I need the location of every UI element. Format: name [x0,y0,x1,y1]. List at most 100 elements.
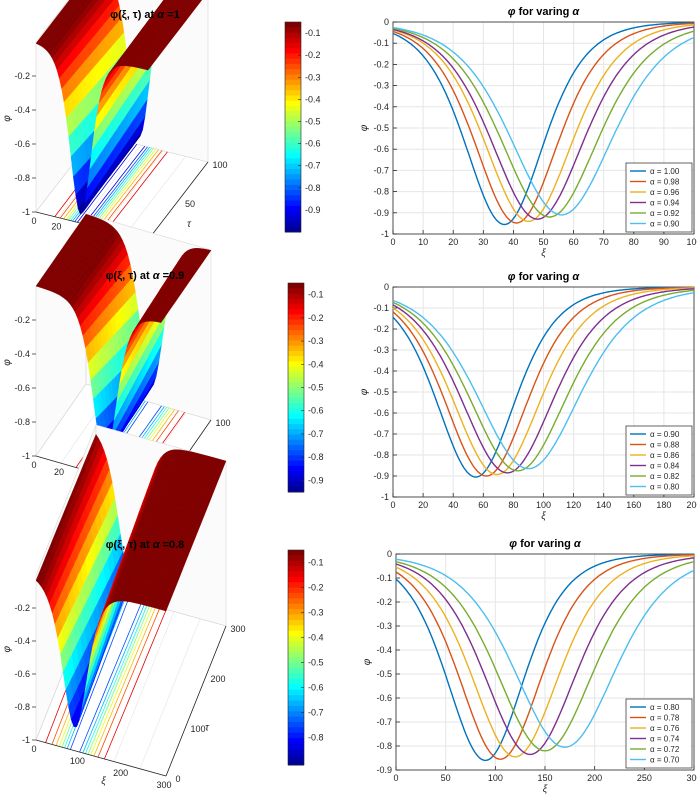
z-tick-label: -0.8 [14,173,30,183]
colorbar-tick-label: -0.1 [308,558,324,568]
colorbar-step [288,455,304,462]
x-tick-label: 140 [596,500,611,510]
series-line-4 [392,27,695,218]
colorbar-step [288,630,304,637]
colorbar-step [288,434,304,441]
contour-line [92,148,155,227]
colorbar-step [285,163,301,170]
x-tick-label: 0 [390,237,395,247]
series-line-5 [395,558,695,748]
colorbar-step [288,439,304,446]
contour-line [79,602,142,753]
x-axis-label: ξ [541,248,546,259]
colorbar-step [288,748,304,755]
y-tick-label: 50 [185,199,195,209]
y-tick-label: -0.9 [373,208,389,218]
line-chart-5: 0 50 100 150 200 250 300 0 -0.1 -0.2 -0.3 -0.4 -0.5 -… [362,538,697,795]
colorbar-step [288,303,304,310]
surface-patch [158,316,165,323]
colorbar-step [288,293,304,300]
colorbar-step [285,148,301,154]
colorbar-tick-label: -0.4 [305,94,321,104]
y-tick-label: -0.8 [373,187,389,197]
series-line-5 [392,292,695,470]
colorbar-step [285,58,301,65]
colorbar-tick-label: -0.4 [308,359,324,369]
colorbar-step [285,137,301,144]
colorbar-step [285,43,301,49]
legend-label: α = 0.88 [650,441,680,450]
x-tick-label: 160 [626,500,641,510]
z-tick-label: -0.2 [14,603,30,613]
y-tick-label: 0 [384,282,389,292]
colorbar-step [288,309,304,315]
colorbar-step [285,226,301,233]
x-tick-label: 300 [686,773,697,783]
colorbar-step [288,705,304,712]
y-tick-label: -0.1 [373,38,389,48]
z-tick-label: -1 [22,735,30,745]
z-tick-label: -0.6 [14,139,30,149]
chart-title: φ(ξ, τ) at α =0.9 [106,270,185,282]
y-tick-label: -0.3 [376,621,392,631]
legend-label: α = 0.72 [650,745,680,754]
y-tick-label: 0 [175,774,180,784]
colorbar-step [288,397,304,404]
colorbar-step [288,319,304,326]
colorbar-step [288,471,304,477]
colorbar-step [288,636,304,642]
colorbar-step [285,74,301,81]
colorbar-step [288,689,304,696]
title-part: for varing [516,271,573,283]
colorbar-tick-label: -0.6 [308,683,324,693]
x-tick-label: 120 [566,500,581,510]
colorbar-step [285,205,301,212]
colorbar-tick-label: -0.2 [308,583,324,593]
z-tick-label: -0.8 [14,417,30,427]
colorbar-tick-label: -0.8 [305,183,321,193]
z-tick-label: -0.8 [14,702,30,712]
x-tick-label: 200 [113,768,128,778]
colorbar-step [288,609,304,615]
colorbar-step [288,460,304,467]
colorbar-step [288,486,304,493]
colorbar-step [285,132,301,138]
x-tick-label: 10 [418,237,428,247]
colorbar-step [288,673,304,680]
title-part: φ [508,6,516,18]
z-tick-label: -0.6 [14,383,30,393]
colorbar-step [288,550,304,556]
legend-label: α = 0.98 [650,178,680,187]
y-tick-label: -0.4 [373,102,389,112]
colorbar-step [288,476,304,483]
x-tick-label: 200 [587,773,602,783]
colorbar-step [285,48,301,54]
colorbar-step [288,335,304,341]
colorbar-step [288,582,304,589]
y-tick-label: 0 [387,549,392,559]
floor-grid [125,156,186,235]
colorbar-step [285,200,301,207]
colorbar-step [285,90,301,96]
colorbar-step [285,69,301,75]
contour-line [90,605,154,756]
series-line-0 [392,286,694,478]
surface-chart-0: -1-0.8-0.6-0.4-0.2φ020406080100ξ50100τφ(… [2,0,321,254]
colorbar-tick-label: -0.8 [308,733,324,743]
colorbar-step [288,361,304,368]
colorbar-step [288,387,304,394]
y-tick-label: -0.4 [373,366,389,376]
colorbar-step [288,392,304,399]
y-tick-label: -1 [381,492,389,502]
series-line-1 [392,286,695,477]
y-axis-label: τ [205,723,210,734]
colorbar-step [288,314,304,321]
x-axis-label: ξ [543,784,548,795]
floor-grid [102,150,164,229]
y-tick-label: -0.9 [376,765,392,775]
y-tick-label: -0.6 [373,144,389,154]
y-tick-label: -0.3 [373,345,389,355]
colorbar-step [288,330,304,336]
y-tick-label: -0.1 [376,573,392,583]
